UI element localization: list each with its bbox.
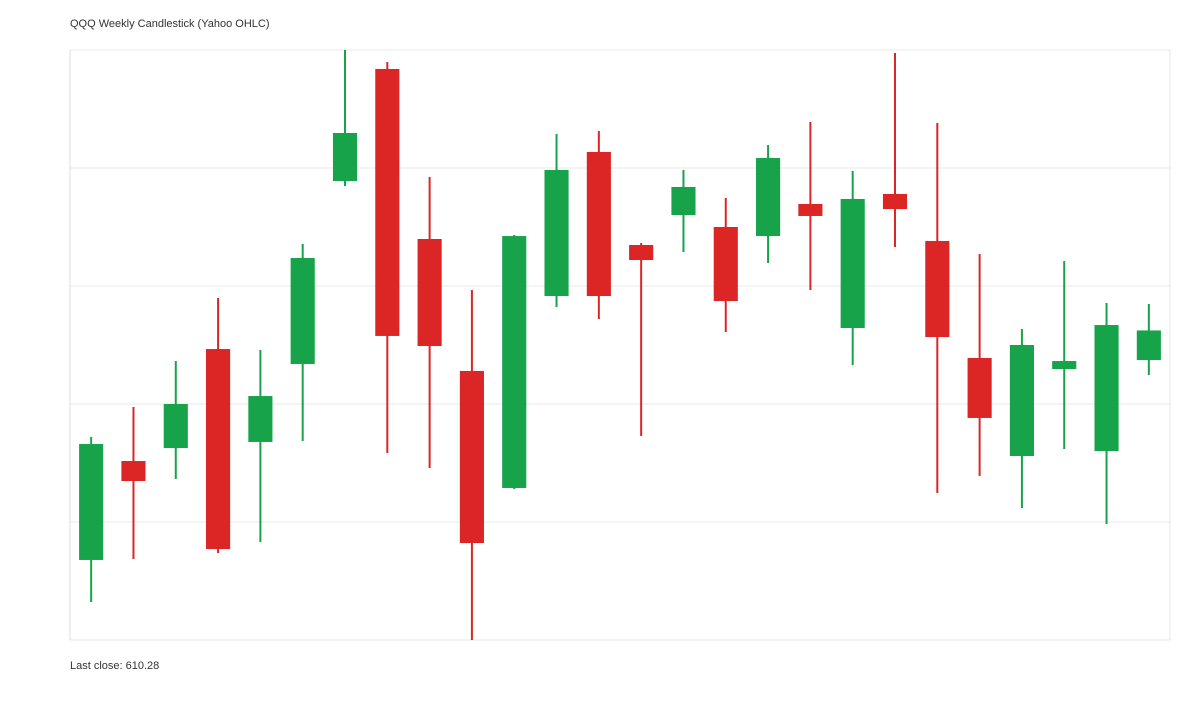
- candle-body: [79, 444, 104, 560]
- candle-body: [459, 370, 484, 544]
- candle-body: [206, 349, 231, 550]
- candle-body: [1009, 345, 1034, 457]
- candle-body: [121, 461, 146, 481]
- candle-body: [417, 238, 442, 346]
- candle-body: [967, 357, 992, 418]
- candle-body: [798, 203, 823, 216]
- candle-body: [502, 236, 527, 488]
- candle-body: [882, 193, 908, 210]
- candle-body: [840, 198, 865, 328]
- candle-body: [163, 404, 188, 449]
- candle-body: [671, 186, 696, 216]
- candle-body: [290, 257, 315, 364]
- candle-body: [1136, 330, 1161, 361]
- candle-body: [925, 240, 950, 338]
- candle-body: [248, 396, 273, 442]
- candle-body: [713, 227, 738, 302]
- candle-body: [629, 244, 654, 261]
- candle-body: [332, 132, 358, 181]
- candle-body: [544, 169, 569, 297]
- candle-body: [375, 68, 400, 336]
- candle-body: [756, 157, 781, 237]
- candle-body: [586, 151, 611, 297]
- footer-note: Last close: 610.28: [70, 660, 159, 672]
- candle-body: [1094, 325, 1119, 452]
- chart-title: QQQ Weekly Candlestick (Yahoo OHLC): [70, 18, 270, 30]
- candle-body: [1052, 361, 1077, 369]
